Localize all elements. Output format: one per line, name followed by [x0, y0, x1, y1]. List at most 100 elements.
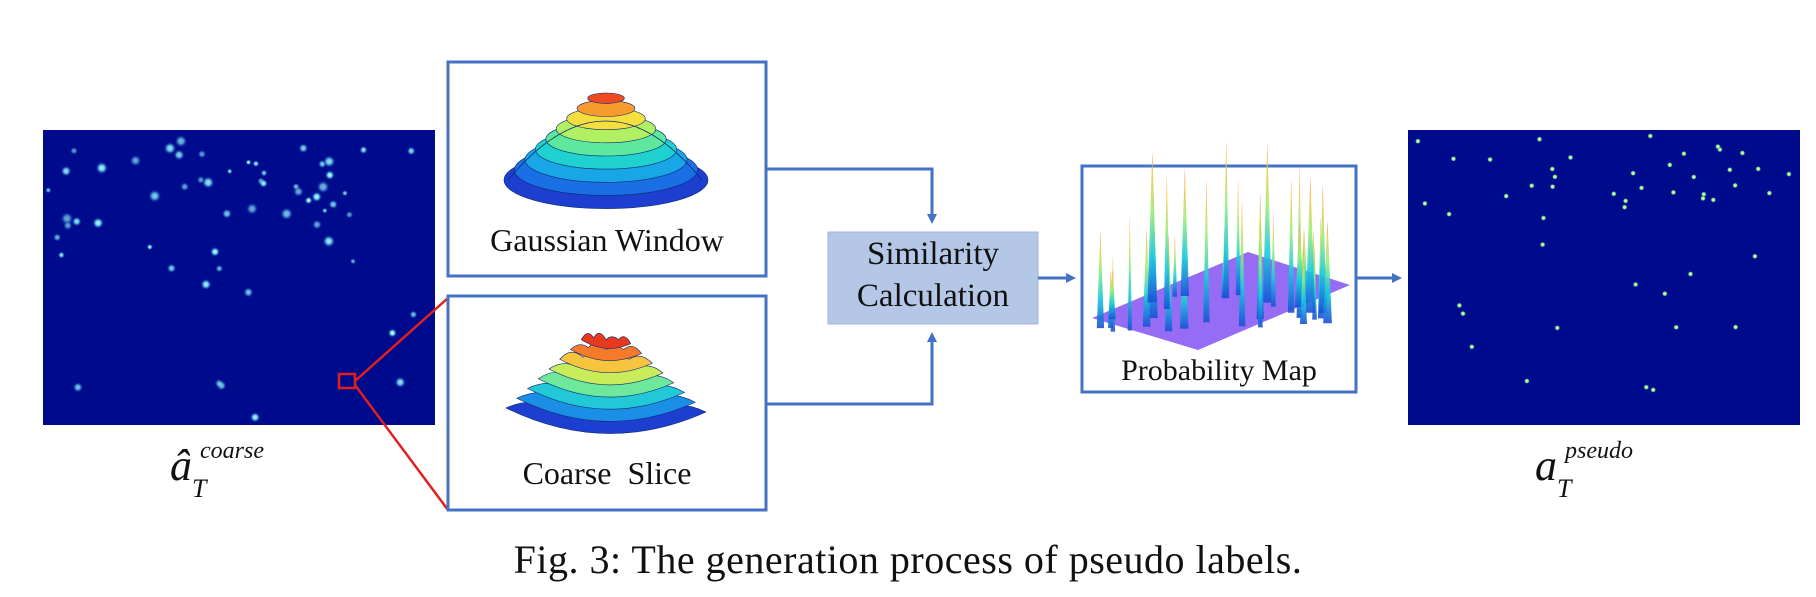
pseudo-spot — [1732, 182, 1739, 189]
coarse-symbol: â coarse T — [170, 438, 290, 510]
pseudo-spot — [1785, 171, 1792, 178]
pseudo-symbol: a pseudo T — [1535, 438, 1655, 510]
similarity-calculation-box — [827, 231, 1039, 325]
probability-map-plane — [1092, 252, 1350, 350]
pseudo-spot — [1650, 386, 1657, 393]
coarse-spot — [179, 181, 190, 192]
coarse-spot — [129, 154, 142, 167]
coarse-spot — [209, 246, 221, 257]
coarse-spot — [341, 189, 349, 197]
coarse-spot — [166, 263, 177, 274]
coarse-spot — [196, 175, 206, 185]
pseudo-symbol-base: a — [1535, 441, 1557, 490]
coarse-spot — [226, 168, 233, 175]
coarse-spot — [57, 251, 66, 259]
coarse-spot — [62, 220, 73, 231]
pseudo-symbol-subscript: T — [1557, 474, 1572, 503]
probability-peak — [1108, 270, 1116, 320]
coarse-spot — [215, 264, 224, 273]
coarse-spot — [173, 149, 186, 161]
pseudo-spot — [1687, 271, 1694, 277]
pseudo-spot — [1670, 189, 1677, 196]
coarse-spot — [200, 278, 212, 291]
pseudo-spot — [1460, 310, 1466, 317]
coarse-slice-label: Coarse Slice — [522, 455, 692, 491]
coarse-spot — [322, 154, 336, 169]
arrow-gaussian-to-similarity — [766, 167, 937, 224]
probability-peak — [1163, 175, 1170, 310]
pseudo-spot — [1643, 384, 1650, 391]
pseudo-spot — [1536, 136, 1543, 143]
probability-peak — [1147, 151, 1157, 303]
pseudo-symbol-superscript: pseudo — [1565, 438, 1633, 464]
pseudo-spot — [1622, 197, 1629, 204]
coarse-spot — [409, 310, 418, 319]
pseudo-spot — [1714, 143, 1721, 150]
pseudo-spot — [1539, 241, 1546, 248]
coarse-symbol-subscript: T — [192, 474, 207, 503]
pseudo-spot — [1666, 161, 1673, 168]
pseudo-spot — [1549, 166, 1556, 172]
coarse-spot — [197, 149, 207, 159]
coarse-spot — [71, 216, 82, 227]
coarse-spot — [359, 145, 368, 155]
gaussian-surface-band — [587, 92, 625, 104]
pseudo-spot — [1549, 183, 1556, 190]
coarse-spot — [174, 134, 188, 148]
pseudo-spot — [1414, 138, 1421, 145]
pseudo-map-spots — [1414, 133, 1792, 393]
gaussian-window-label: Gaussian Window — [490, 222, 724, 258]
coarse-spot — [147, 189, 162, 203]
pseudo-spot — [1673, 324, 1680, 331]
coarse-spot — [146, 243, 154, 251]
probability-peak — [1180, 168, 1189, 296]
arrow-slice-to-similarity — [766, 332, 937, 406]
coarse-spot — [92, 216, 105, 230]
pseudo-spot — [1450, 155, 1457, 162]
gaussian-surface-outline — [507, 120, 703, 181]
probability-peak — [1323, 220, 1332, 324]
coarse-slice-surface-band — [580, 332, 632, 349]
coarse-spot — [260, 169, 268, 177]
pseudo-spot — [1567, 154, 1574, 161]
pseudo-spot — [1523, 378, 1530, 384]
pseudo-spot — [1647, 133, 1654, 139]
pseudo-spot — [1610, 190, 1617, 197]
coarse-spot — [279, 207, 294, 221]
coarse-spot — [95, 161, 109, 175]
pseudo-spot — [1710, 196, 1717, 203]
coarse-spot — [163, 141, 177, 155]
coarse-spot — [252, 160, 260, 168]
probability-peak — [1258, 223, 1263, 328]
coarse-spot — [349, 258, 357, 265]
pseudo-spot — [1755, 165, 1762, 172]
coarse-spot — [345, 210, 354, 219]
probability-peak — [1096, 229, 1105, 329]
coarse-spot — [243, 286, 254, 298]
coarse-spot — [258, 178, 269, 188]
coarse-spot — [245, 202, 259, 216]
probability-peak — [1270, 211, 1276, 307]
pseudo-spot — [1503, 193, 1510, 200]
probability-peak — [1262, 142, 1272, 303]
coarse-spot — [316, 180, 330, 194]
zoom-line-top — [354, 297, 449, 382]
pseudo-spot — [1528, 182, 1535, 189]
pseudo-label-map — [1408, 130, 1800, 425]
pseudo-spot — [1487, 156, 1494, 163]
coarse-spot — [321, 207, 328, 214]
probability-peak — [1318, 183, 1327, 314]
pseudo-spot — [1700, 195, 1706, 202]
pseudo-spot — [1540, 215, 1547, 221]
coarse-spot — [72, 381, 84, 393]
coarse-spot — [221, 208, 233, 220]
probability-peak — [1235, 179, 1241, 296]
pseudo-spot — [1739, 150, 1746, 156]
coarse-spot — [69, 146, 79, 155]
coarse-map — [43, 130, 435, 425]
zoom-line-bottom — [353, 384, 450, 511]
probability-map-label: Probability Map — [1121, 354, 1317, 387]
pseudo-spot — [1766, 190, 1773, 197]
coarse-map-spots — [45, 134, 418, 423]
